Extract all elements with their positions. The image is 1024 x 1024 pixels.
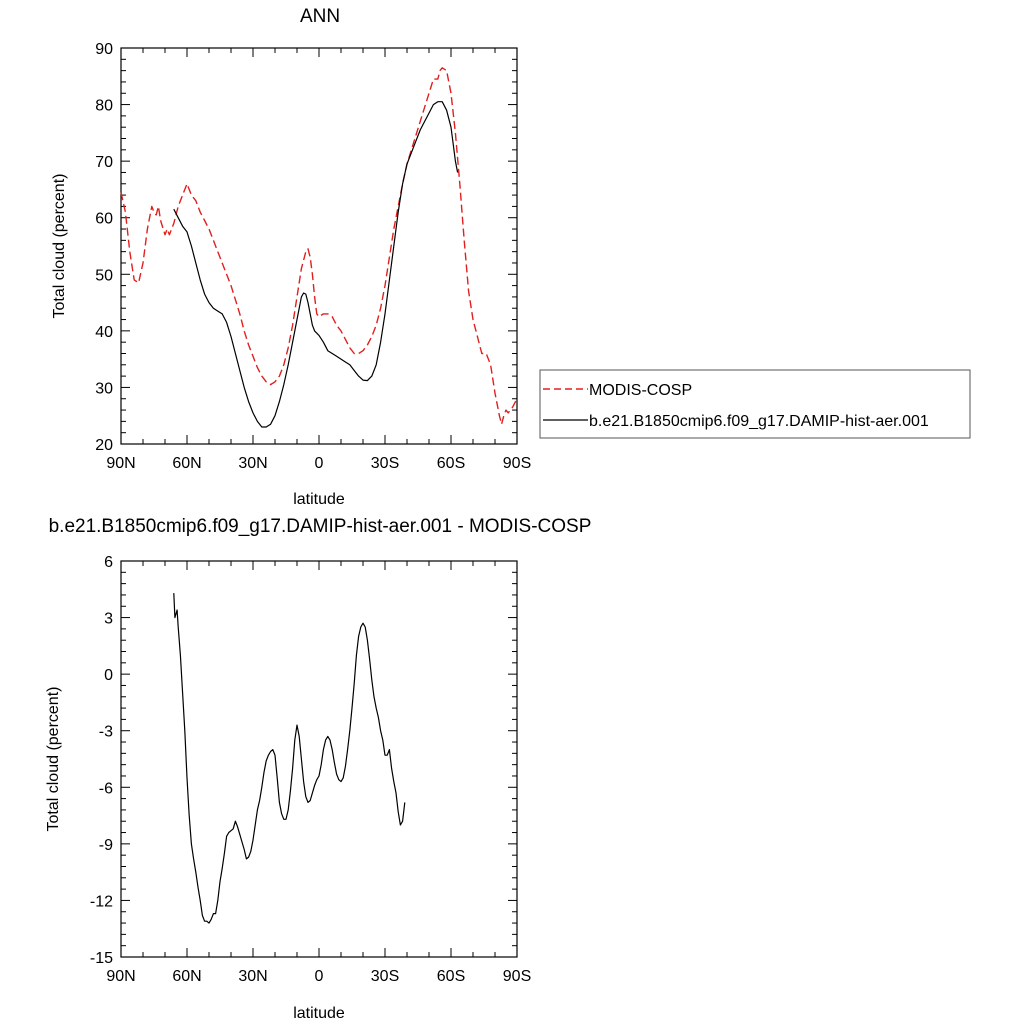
top-x-tick-label: 90N	[106, 455, 135, 472]
bottom-panel-title: b.e21.B1850cmip6.f09_g17.DAMIP-hist-aer.…	[49, 516, 592, 537]
top-panel-title: ANN	[300, 6, 340, 27]
bottom-x-tick-label: 0	[315, 968, 324, 985]
bottom-series-line-0	[173, 593, 406, 924]
bottom-x-tick-label: 30N	[238, 968, 267, 985]
top-y-tick-label: 70	[95, 154, 113, 171]
top-series-line-0	[120, 67, 518, 425]
bottom-y-tick-label: -6	[99, 780, 113, 797]
top-x-tick-label: 60N	[172, 455, 201, 472]
bottom-y-tick-label: 3	[104, 611, 113, 628]
bottom-x-tick-label: 90S	[503, 968, 531, 985]
top-series-lines	[120, 67, 518, 428]
top-y-tick-label: 20	[95, 437, 113, 454]
bottom-y-tick-label: -9	[99, 837, 113, 854]
legend: MODIS-COSP b.e21.B1850cmip6.f09_g17.DAMI…	[539, 369, 971, 439]
top-x-tick-label: 60S	[437, 455, 465, 472]
top-y-tick-label: 50	[95, 267, 113, 284]
top-x-axis-label: latitude	[293, 491, 345, 508]
bottom-x-tick-label: 90N	[106, 968, 135, 985]
bottom-panel: b.e21.B1850cmip6.f09_g17.DAMIP-hist-aer.…	[45, 516, 591, 1022]
top-y-tick-label: 80	[95, 98, 113, 115]
bottom-series-lines	[173, 593, 406, 924]
bottom-x-axis-label: latitude	[293, 1005, 345, 1022]
top-y-tick-label: 30	[95, 380, 113, 397]
legend-label-model: b.e21.B1850cmip6.f09_g17.DAMIP-hist-aer.…	[589, 413, 929, 430]
top-axis-ticks	[120, 47, 518, 445]
bottom-y-axis-label: Total cloud (percent)	[45, 687, 62, 832]
bottom-y-tick-label: -15	[90, 950, 113, 967]
top-y-axis-label: Total cloud (percent)	[51, 174, 68, 319]
top-x-tick-label: 30S	[371, 455, 399, 472]
top-y-tick-label: 60	[95, 211, 113, 228]
bottom-y-tick-label: -3	[99, 724, 113, 741]
legend-box	[539, 369, 971, 439]
top-y-tick-label: 90	[95, 41, 113, 58]
bottom-y-tick-label: -12	[90, 893, 113, 910]
bottom-y-tick-label: 6	[104, 554, 113, 571]
top-y-tick-label: 40	[95, 324, 113, 341]
top-x-tick-label: 30N	[238, 455, 267, 472]
top-panel: ANN 20 30 40 50 60 70 80 90 90N 60N 30N 0 30S 60S 90S…	[51, 6, 531, 508]
bottom-x-tick-labels: 90N 60N 30N 0 30S 60S 90S	[106, 968, 531, 985]
top-x-tick-labels: 90N 60N 30N 0 30S 60S 90S	[106, 455, 531, 472]
bottom-y-tick-label: 0	[104, 667, 113, 684]
bottom-x-tick-label: 60S	[437, 968, 465, 985]
legend-label-modis: MODIS-COSP	[589, 382, 692, 399]
bottom-x-tick-label: 60N	[172, 968, 201, 985]
bottom-x-tick-label: 30S	[371, 968, 399, 985]
top-y-tick-labels: 20 30 40 50 60 70 80 90	[95, 41, 113, 454]
top-x-tick-label: 90S	[503, 455, 531, 472]
top-series-line-1	[173, 101, 459, 428]
bottom-axis-ticks	[120, 560, 518, 958]
bottom-y-tick-labels: -15 -12 -9 -6 -3 0 3 6	[90, 554, 113, 967]
top-x-tick-label: 0	[315, 455, 324, 472]
